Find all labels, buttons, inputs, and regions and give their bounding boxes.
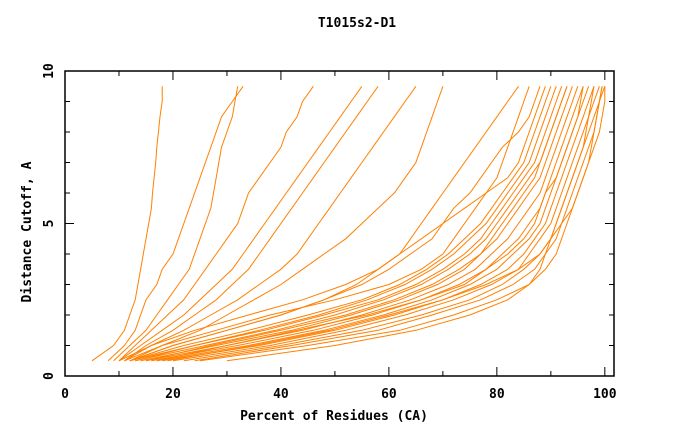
x-tick-label: 0 (61, 387, 69, 402)
series-line-26 (156, 86, 584, 362)
series-line-5 (118, 86, 363, 362)
series-lines (91, 86, 606, 362)
series-line-25 (145, 86, 568, 362)
y-tick-label: 10 (42, 63, 57, 79)
series-line-8 (129, 86, 444, 362)
series-line-12 (118, 86, 519, 362)
y-tick-label: 5 (42, 220, 57, 228)
series-line-22 (194, 86, 606, 362)
axis-ticks (64, 70, 614, 377)
chart-title: T1015s2-D1 (318, 16, 396, 31)
plot-frame (64, 70, 615, 377)
series-line-15 (140, 86, 573, 362)
series-line-1 (91, 86, 163, 362)
x-tick-labels: 0 20 40 60 80 100 (61, 387, 617, 402)
series-line-9 (129, 86, 546, 362)
series-line-13 (129, 86, 557, 362)
series-line-29 (226, 86, 606, 362)
x-tick-label: 60 (381, 387, 397, 402)
series-line-17 (151, 86, 584, 362)
y-tick-label: 0 (42, 372, 57, 380)
y-tick-labels: 0 5 10 (42, 63, 57, 380)
series-line-4 (118, 86, 314, 362)
x-tick-label: 40 (273, 387, 289, 402)
series-line-27 (167, 86, 595, 362)
series-line-11 (124, 86, 530, 362)
series-line-3 (113, 86, 239, 362)
series-line-6 (124, 86, 379, 362)
y-axis-label: Distance Cutoff, A (20, 161, 35, 302)
series-line-24 (135, 86, 563, 362)
series-line-23 (129, 86, 552, 362)
x-tick-label: 100 (593, 387, 617, 402)
x-tick-label: 20 (165, 387, 181, 402)
series-line-20 (172, 86, 600, 362)
series-line-2 (107, 86, 244, 362)
series-line-28 (199, 86, 603, 362)
series-line-7 (124, 86, 417, 362)
series-line-10 (129, 86, 541, 362)
series-line-16 (145, 86, 579, 362)
series-line-19 (162, 86, 595, 362)
x-tick-label: 80 (489, 387, 505, 402)
x-axis-label: Percent of Residues (CA) (240, 409, 428, 424)
